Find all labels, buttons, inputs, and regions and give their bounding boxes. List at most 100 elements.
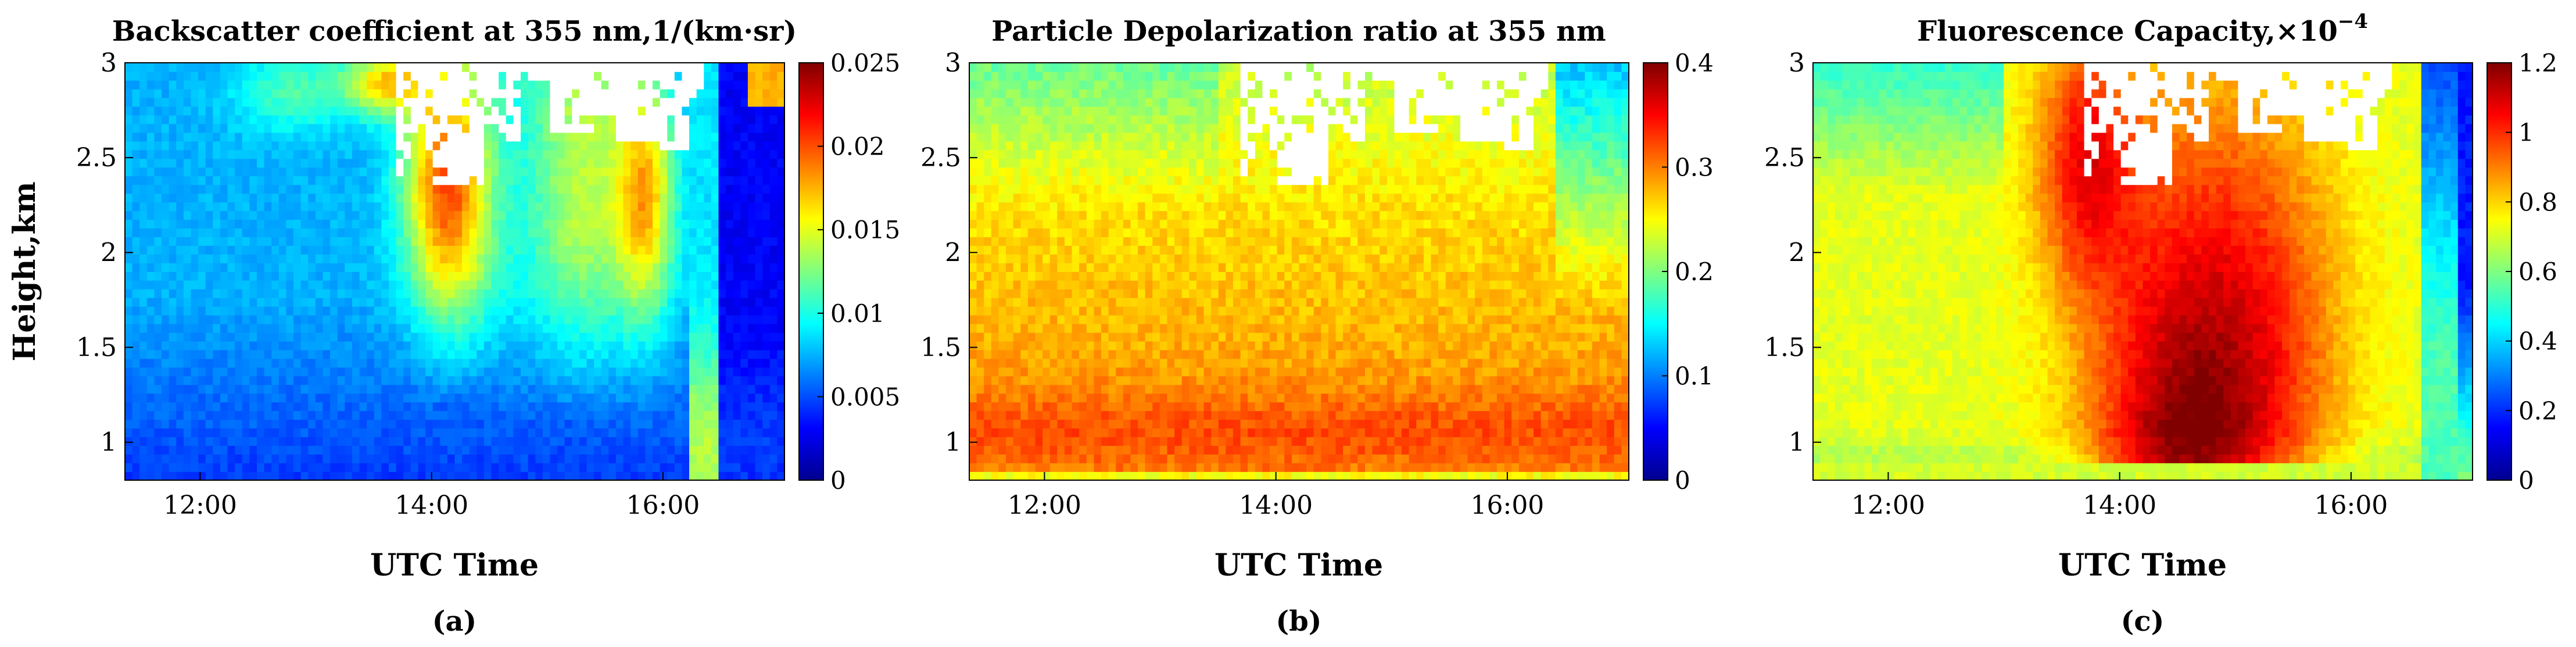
heatmap-cell	[550, 384, 558, 394]
heatmap-cell	[711, 402, 719, 412]
heatmap-cell	[689, 288, 697, 298]
heatmap-cell	[483, 141, 492, 151]
heatmap-cell	[257, 210, 265, 220]
heatmap-cell	[154, 393, 162, 403]
heatmap-cell	[564, 71, 573, 81]
heatmap-cell	[432, 323, 441, 333]
heatmap-cell	[660, 184, 668, 194]
heatmap-cell	[330, 254, 338, 263]
heatmap-cell	[1057, 80, 1065, 90]
heatmap-cell	[454, 63, 463, 72]
heatmap-cell	[271, 210, 280, 220]
heatmap-cell	[132, 471, 141, 480]
heatmap-cell	[689, 393, 697, 403]
heatmap-cell	[323, 132, 331, 142]
heatmap-cell	[1057, 454, 1065, 463]
heatmap-cell	[198, 332, 206, 342]
heatmap-cell	[608, 63, 617, 72]
heatmap-cell	[300, 349, 309, 359]
heatmap-cell	[476, 376, 485, 385]
heatmap-cell	[513, 358, 521, 368]
heatmap-cell	[191, 254, 199, 263]
heatmap-cell	[308, 193, 316, 203]
heatmap-cell	[572, 314, 580, 324]
heatmap-cell	[146, 71, 155, 81]
heatmap-cell	[191, 463, 199, 472]
heatmap-cell	[227, 384, 235, 394]
heatmap-cell	[396, 263, 404, 272]
heatmap-cell	[1027, 193, 1036, 203]
heatmap-cell	[176, 263, 184, 272]
heatmap-cell	[969, 167, 977, 177]
heatmap-cell	[146, 402, 155, 412]
heatmap-cell	[198, 454, 206, 463]
heatmap-cell	[769, 428, 778, 438]
heatmap-cell	[998, 80, 1006, 90]
heatmap-cell	[323, 367, 331, 377]
heatmap-cell	[991, 71, 999, 81]
heatmap-cell	[740, 271, 748, 281]
heatmap-cell	[564, 419, 573, 429]
heatmap-cell	[169, 341, 177, 351]
heatmap-cell	[667, 80, 675, 90]
heatmap-cell	[1064, 471, 1073, 480]
heatmap-cell	[249, 88, 257, 98]
heatmap-cell	[432, 71, 441, 81]
heatmap-cell	[132, 314, 141, 324]
heatmap-cell	[162, 88, 170, 98]
heatmap-cell	[499, 167, 507, 177]
heatmap-cell	[682, 463, 690, 472]
heatmap-cell	[491, 106, 499, 116]
heatmap-cell	[1042, 271, 1051, 281]
heatmap-cell	[608, 367, 617, 377]
heatmap-cell	[264, 167, 273, 177]
heatmap-cell	[528, 167, 536, 177]
heatmap-cell	[183, 123, 192, 133]
heatmap-cell	[682, 158, 690, 168]
heatmap-cell	[425, 176, 433, 185]
heatmap-cell	[572, 88, 580, 98]
heatmap-cell	[579, 410, 587, 420]
heatmap-cell	[278, 410, 287, 420]
heatmap-cell	[462, 323, 470, 333]
heatmap-cell	[1020, 158, 1029, 168]
heatmap-cell	[271, 280, 280, 289]
heatmap-cell	[653, 193, 661, 203]
heatmap-cell	[308, 376, 316, 385]
heatmap-cell	[345, 428, 353, 438]
heatmap-cell	[469, 237, 478, 246]
heatmap-cell	[220, 184, 228, 194]
heatmap-cell	[410, 263, 419, 272]
heatmap-cell	[286, 176, 294, 185]
heatmap-cell	[521, 471, 529, 480]
heatmap-cell	[718, 471, 726, 480]
heatmap-cell	[315, 288, 324, 298]
heatmap-cell	[1042, 149, 1051, 159]
heatmap-cell	[660, 167, 668, 177]
heatmap-cell	[447, 384, 456, 394]
heatmap-cell	[623, 71, 631, 81]
heatmap-cell	[278, 219, 287, 229]
heatmap-cell	[359, 184, 367, 194]
heatmap-cell	[755, 306, 763, 316]
heatmap-cell	[125, 323, 133, 333]
heatmap-cell	[220, 367, 228, 377]
heatmap-cell	[249, 132, 257, 142]
heatmap-cell	[1057, 463, 1065, 472]
heatmap-cell	[191, 210, 199, 220]
heatmap-cell	[991, 445, 999, 455]
heatmap-cell	[300, 63, 309, 72]
heatmap-cell	[410, 149, 419, 159]
heatmap-cell	[513, 263, 521, 272]
heatmap-cell	[308, 132, 316, 142]
heatmap-cell	[542, 323, 551, 333]
heatmap-cell	[205, 132, 214, 142]
heatmap-cell	[594, 254, 602, 263]
heatmap-cell	[1049, 323, 1058, 333]
heatmap-cell	[271, 323, 280, 333]
heatmap-cell	[726, 288, 734, 298]
heatmap-cell	[191, 63, 199, 72]
heatmap-cell	[132, 463, 141, 472]
heatmap-cell	[740, 280, 748, 289]
heatmap-cell	[623, 402, 631, 412]
